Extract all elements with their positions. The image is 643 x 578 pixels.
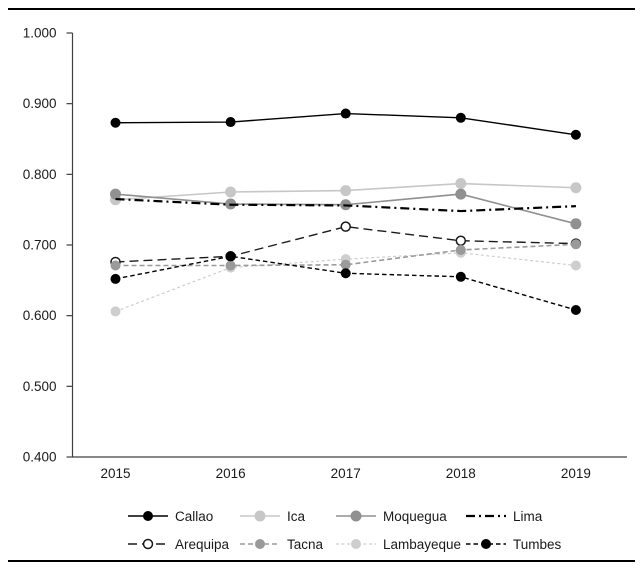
y-tick-label: 0.800 — [23, 167, 57, 182]
series-tumbes-marker-2015 — [110, 273, 121, 284]
series-arequipa-marker-2017 — [340, 221, 351, 232]
legend-callao-line-icon — [128, 511, 168, 521]
series-lima-line — [115, 197, 576, 213]
series-tacna-marker-2017 — [340, 259, 351, 270]
legend-label-tumbes: Tumbes — [513, 536, 562, 552]
series-ica-marker-2016 — [225, 186, 237, 198]
legend-lambayeque-line-icon — [336, 539, 376, 549]
legend-label-arequipa: Arequipa — [175, 536, 230, 552]
legend-item-lima: Lima — [466, 506, 542, 526]
series-lambayeque-marker-2019 — [570, 260, 581, 271]
legend-moquegua-line-icon — [336, 510, 376, 522]
legend-item-arequipa: Arequipa — [128, 534, 229, 554]
x-tick-label-2015: 2015 — [100, 466, 130, 481]
bottom-divider — [8, 560, 635, 562]
legend-item-ica: Ica — [240, 506, 305, 526]
top-divider — [8, 8, 635, 10]
series-tumbes-marker-2017 — [340, 268, 351, 279]
series-callao-marker-2015 — [110, 117, 121, 128]
legend-label-lima: Lima — [513, 508, 543, 524]
series-callao-marker-2019 — [570, 129, 581, 140]
series-arequipa-line — [115, 225, 576, 263]
series-tacna-marker-2015 — [110, 260, 121, 271]
series-arequipa-marker-2018 — [455, 235, 467, 247]
series-moquegua-marker-2015 — [110, 188, 121, 200]
legend-label-tacna: Tacna — [287, 536, 324, 552]
series-tumbes-marker-2018 — [455, 271, 466, 282]
y-tick-label: 0.500 — [23, 379, 57, 394]
series-tacna-line — [115, 243, 576, 267]
legend-item-tacna: Tacna — [240, 534, 323, 554]
legend-item-tumbes: Tumbes — [466, 534, 561, 554]
line-chart: 1.000 0.900 0.800 0.700 0.600 0.500 0.400 2015 2… — [23, 26, 627, 481]
y-tick-label: 0.400 — [23, 450, 57, 465]
series-tacna-marker-2018 — [455, 244, 466, 255]
series-lambayeque-marker-2015 — [110, 306, 121, 317]
legend-arequipa-line-icon — [128, 538, 168, 550]
series-callao-marker-2017 — [340, 108, 351, 119]
series-tacna-marker-2016 — [225, 260, 236, 271]
y-tick-label: 1.000 — [23, 26, 57, 41]
y-tick-label: 0.600 — [23, 308, 57, 323]
legend-label-moquegua: Moquegua — [383, 508, 447, 524]
legend-tumbes-line-icon — [466, 539, 506, 549]
y-tick-label: 0.900 — [23, 96, 57, 111]
x-tick-label-2018: 2018 — [446, 466, 476, 481]
x-tick-label-2019: 2019 — [561, 466, 591, 481]
legend-label-ica: Ica — [287, 508, 306, 524]
legend-label-lambayeque: Lambayeque — [383, 536, 462, 552]
series-ica-marker-2018 — [455, 178, 467, 190]
series-moquegua-marker-2018 — [455, 188, 467, 200]
axis-frame — [71, 33, 627, 458]
legend-item-lambayeque: Lambayeque — [336, 534, 461, 554]
legend-tacna-line-icon — [240, 539, 280, 549]
series-ica-marker-2017 — [340, 185, 352, 197]
x-tick-label-2017: 2017 — [331, 466, 361, 481]
y-tick-label: 0.700 — [23, 238, 57, 253]
series-tacna-marker-2019 — [570, 239, 581, 250]
series-moquegua-marker-2019 — [570, 218, 582, 230]
legend-label-callao: Callao — [175, 508, 214, 524]
series-tumbes-marker-2016 — [225, 251, 236, 262]
series-callao-marker-2018 — [455, 112, 466, 123]
x-tick-label-2016: 2016 — [216, 466, 246, 481]
series-callao-marker-2016 — [225, 117, 236, 128]
legend-item-callao: Callao — [128, 506, 213, 526]
series-ica-marker-2019 — [570, 182, 582, 194]
legend-item-moquegua: Moquegua — [336, 506, 447, 526]
legend-ica-line-icon — [240, 510, 280, 522]
legend-lima-line-icon — [466, 514, 506, 518]
series-tumbes-marker-2019 — [570, 305, 581, 316]
